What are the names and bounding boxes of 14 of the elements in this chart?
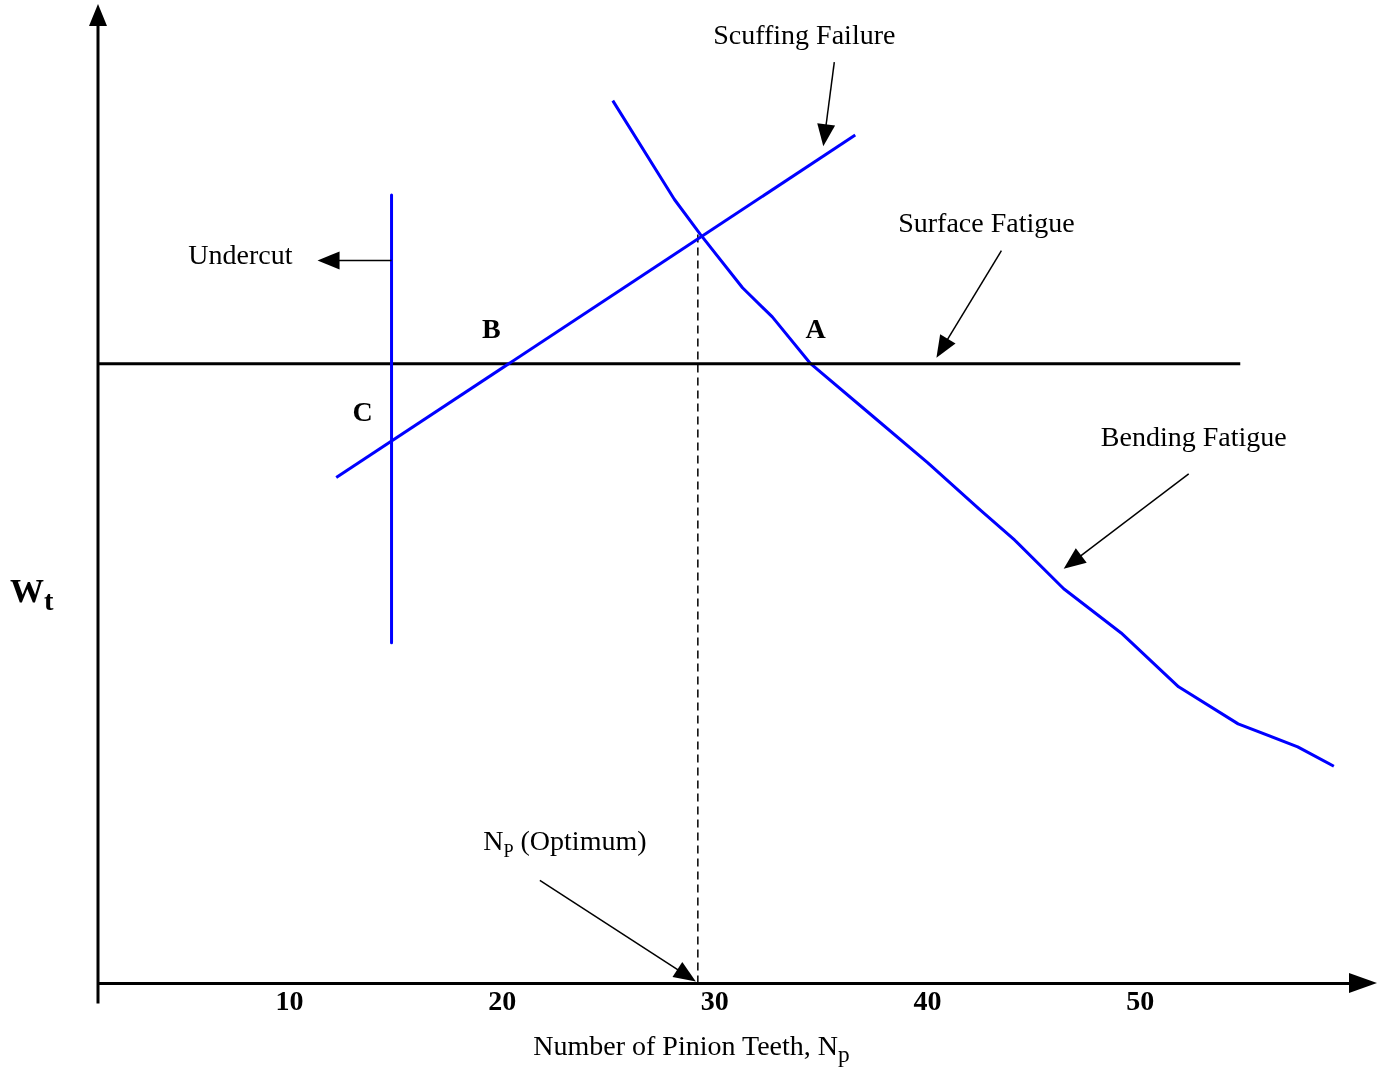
annotation: Bending Fatigue [1100,420,1287,452]
x-tick-label: 50 [1126,985,1155,1017]
x-tick-label: 30 [700,985,729,1017]
annotation: Surface Fatigue [898,206,1075,238]
x-tick-label: 10 [275,985,304,1017]
annotation: Undercut [188,239,293,271]
x-tick-label: 40 [913,985,942,1017]
x-tick-label: 20 [488,985,517,1017]
annotation: B [482,312,501,344]
x-axis-title: Number of Pinion Teeth, N$_{p}$ [532,1030,851,1068]
annotation: A [805,312,827,344]
y-axis-title: W$_{t}$ [10,572,54,617]
annotation: C [352,396,373,428]
text: Scuffing Failure [713,19,896,51]
